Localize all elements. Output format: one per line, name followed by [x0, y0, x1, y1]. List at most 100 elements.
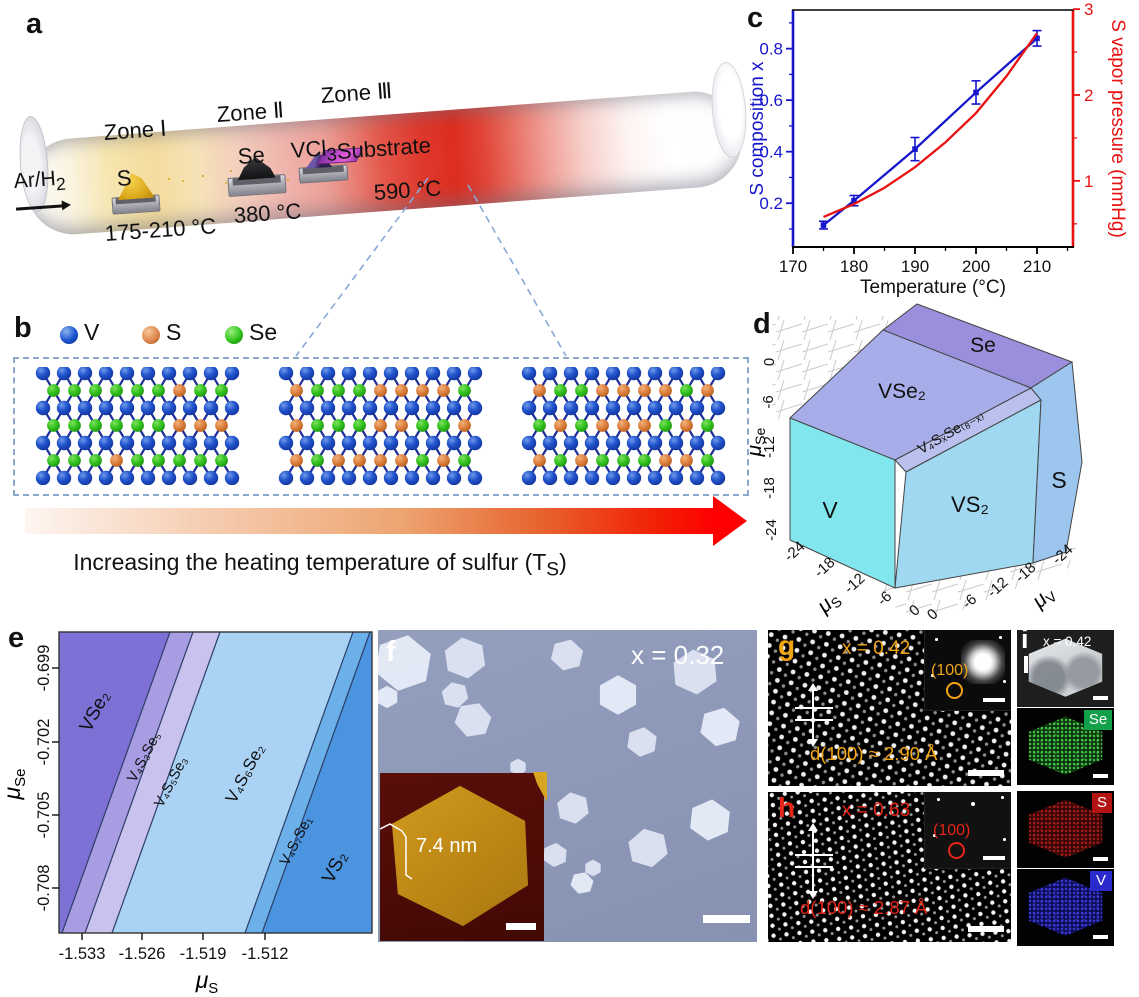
panel-g-spacing: d(100) ≈ 2.90 Å — [810, 743, 938, 764]
region-v4s5se3 — [85, 632, 220, 933]
region-v4s7se1 — [245, 632, 370, 933]
mu-v-axis-label: μV — [1027, 581, 1060, 615]
svg-text:200: 200 — [962, 257, 990, 276]
tile-scale-bar — [1093, 774, 1108, 778]
svg-text:-24: -24 — [763, 519, 780, 541]
temperature-gradient-arrowhead — [713, 496, 747, 546]
panel-i-label: i — [1021, 630, 1029, 654]
tile-scale-bar — [1093, 696, 1108, 700]
hexagonal-flake — [624, 724, 660, 760]
svg-text:2: 2 — [1084, 86, 1093, 105]
e-x-tick-1: -1.526 — [119, 945, 166, 963]
svg-text:190: 190 — [901, 257, 929, 276]
diffraction-glow — [961, 640, 1005, 684]
caliper-line-bottom — [795, 719, 833, 722]
svg-text:-12: -12 — [761, 436, 778, 458]
panel-b: b V S Se Increasing the heating temperat… — [0, 300, 760, 600]
svg-text:1: 1 — [1084, 172, 1093, 191]
caliper-line-bottom — [795, 866, 833, 869]
zone3-label: Zone Ⅲ — [320, 78, 394, 108]
v-badge: V — [1090, 871, 1112, 891]
face-vse2-label: VSe₂ — [878, 380, 926, 403]
tile-scale-bar — [1093, 935, 1108, 939]
panel-h-stem-image: (100) h x = 0.63 d(100) ≈ 2.87 Å — [768, 792, 1011, 942]
plane-label: (100) — [931, 662, 969, 679]
spacing-caliper-arrow — [807, 683, 819, 747]
lattice-model-1 — [35, 367, 240, 485]
panel-c-label: c — [747, 2, 764, 34]
panel-g-label: g — [778, 630, 796, 661]
face-se-label: Se — [970, 334, 996, 357]
svg-text:3: 3 — [1084, 0, 1093, 19]
panel-a-label: a — [26, 8, 43, 40]
panel-i-eds-maps: i x = 0.42 Se S V — [1017, 630, 1114, 946]
mu-s-axis-label: μS — [812, 587, 845, 620]
hexagonal-flake — [623, 823, 673, 873]
e-x-tick-2: -1.519 — [180, 945, 227, 963]
height-bracket — [380, 823, 413, 880]
panel-h-diffraction-inset: (100) — [924, 792, 1011, 869]
v-atom-legend-dot — [60, 326, 78, 344]
lattice-model-2 — [278, 367, 483, 485]
svg-text:0.2: 0.2 — [759, 194, 783, 213]
face-vs2-label: VS₂ — [951, 492, 989, 517]
caliper-line-top — [795, 707, 833, 710]
region-v4s3se5 — [62, 632, 193, 933]
atomic-models-box — [13, 357, 749, 496]
svg-text:0.6: 0.6 — [759, 91, 783, 110]
zone2-label: Zone Ⅱ — [216, 97, 285, 127]
e-y-tick-1: -0.702 — [35, 719, 53, 766]
panel-h-spacing: d(100) ≈ 2.87 Å — [800, 897, 928, 918]
panel-f-composition: x = 0.32 — [631, 640, 725, 670]
caliper-line-top — [795, 854, 833, 857]
mu-se-axis-label: μSe — [750, 427, 768, 457]
se-atom-legend-label: Se — [249, 319, 278, 345]
afm-thickness: 7.4 nm — [416, 835, 478, 857]
vcl3-label: VCl3 — [290, 135, 338, 165]
hexagonal-flake — [686, 796, 734, 844]
spacing-caliper-arrow — [807, 823, 819, 899]
svg-text:-6: -6 — [760, 395, 777, 408]
e-y-axis-label: μSe — [0, 769, 29, 801]
hexagonal-flake — [440, 633, 490, 683]
panel-d-phase-diagram: Se VSe₂ V₄SₓSe₍₈₋ₓ₎ V VS₂ S 0 -6 -12 -18… — [750, 303, 1084, 624]
furnace-tube — [22, 88, 746, 238]
svg-text:180: 180 — [840, 257, 868, 276]
svg-text:0.8: 0.8 — [759, 40, 783, 59]
eds-map-s: S — [1017, 791, 1114, 868]
hexagonal-flake — [599, 675, 637, 715]
svg-text:S vapor pressure (mmHg): S vapor pressure (mmHg) — [1107, 19, 1128, 238]
gas-label: Ar/H2 — [13, 167, 67, 195]
svg-text:0.4: 0.4 — [759, 143, 783, 162]
inset-scale-bar — [983, 698, 1005, 702]
panel-g-stem-image: (100) g x = 0.42 d(100) ≈ 2.90 Å — [768, 630, 1011, 786]
selenium-label: Se — [237, 142, 266, 169]
eds-map-v: V — [1017, 869, 1114, 946]
inset-scale-bar — [983, 856, 1005, 860]
e-y-tick-2: -0.705 — [35, 792, 53, 839]
lattice-model-3 — [521, 367, 726, 485]
panel-f-optical-image: f x = 0.32 7.4 nm — [378, 630, 757, 942]
face-s-label: S — [1051, 467, 1066, 493]
sulfur-label: S — [116, 164, 133, 191]
hexagonal-flake — [585, 859, 601, 877]
panel-a: a Ar/H2 Zone Ⅰ Zone Ⅱ Zone Ⅲ S Se VCl3 S… — [0, 0, 770, 300]
region-v4s6se2 — [112, 632, 353, 933]
panel-e-phase-map: VSe₂ V₄S₃Se₅ V₄S₅Se₃ V₄S₆Se₂ V₄S₇Se₁ VS₂… — [0, 631, 373, 997]
tem-overview-tile: i x = 0.42 — [1017, 630, 1114, 707]
panel-h-composition: x = 0.63 — [842, 800, 911, 821]
e-y-tick-3: -0.708 — [35, 865, 53, 912]
e-x-tick-0: -1.533 — [59, 945, 106, 963]
svg-text:-18: -18 — [761, 477, 778, 499]
mu-se-axis-ticks: 0 -6 -12 -18 -24 — [760, 358, 780, 541]
hexagonal-flake — [510, 758, 526, 776]
e-y-tick-0: -0.699 — [35, 645, 53, 692]
vapor-specks — [168, 178, 170, 180]
temperature-gradient-arrow — [25, 508, 713, 534]
panel-h-scale-bar — [968, 926, 1004, 932]
panel-f-scale-bar — [703, 915, 750, 923]
diffraction-spot-ring — [946, 682, 963, 699]
i-scale-mark — [1024, 656, 1028, 673]
panel-g-scale-bar — [968, 770, 1004, 776]
